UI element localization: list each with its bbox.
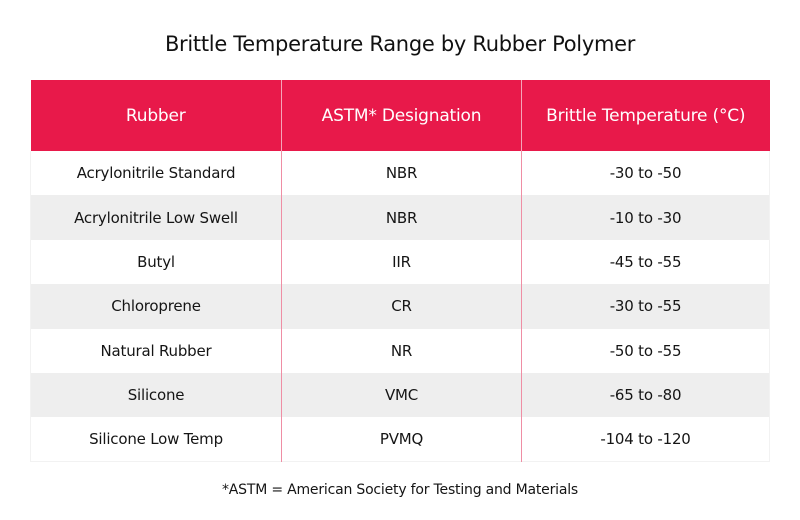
cell-temperature: -10 to -30 bbox=[521, 195, 770, 240]
cell-astm: IIR bbox=[281, 239, 522, 285]
cell-rubber: Acrylonitrile Low Swell bbox=[30, 195, 282, 240]
cell-rubber: Natural Rubber bbox=[30, 328, 282, 373]
cell-astm: VMC bbox=[281, 372, 522, 418]
footnote: *ASTM = American Society for Testing and… bbox=[221, 482, 578, 498]
cell-astm: NBR bbox=[281, 151, 522, 196]
cell-astm: CR bbox=[281, 284, 522, 329]
cell-astm: PVMQ bbox=[281, 417, 522, 462]
cell-temperature: -45 to -55 bbox=[521, 239, 770, 285]
column-header-astm-designation: ASTM* Designation bbox=[281, 80, 522, 151]
header-row: Rubber ASTM* Designation Brittle Tempera… bbox=[30, 80, 770, 151]
table-header: Rubber ASTM* Designation Brittle Tempera… bbox=[30, 80, 770, 151]
cell-temperature: -65 to -80 bbox=[521, 372, 770, 418]
table-row: Butyl IIR -45 to -55 bbox=[30, 239, 770, 285]
page-title: Brittle Temperature Range by Rubber Poly… bbox=[164, 32, 636, 56]
brittle-temperature-table: Rubber ASTM* Designation Brittle Tempera… bbox=[30, 80, 770, 462]
cell-temperature: -30 to -50 bbox=[521, 151, 770, 196]
cell-rubber: Butyl bbox=[30, 239, 282, 285]
cell-temperature: -30 to -55 bbox=[521, 284, 770, 329]
table-body: Acrylonitrile Standard NBR -30 to -50 Ac… bbox=[30, 151, 770, 462]
table-row: Acrylonitrile Low Swell NBR -10 to -30 bbox=[30, 195, 770, 240]
column-header-rubber: Rubber bbox=[30, 80, 282, 151]
table-row: Acrylonitrile Standard NBR -30 to -50 bbox=[30, 151, 770, 196]
table-row: Natural Rubber NR -50 to -55 bbox=[30, 328, 770, 373]
cell-rubber: Silicone bbox=[30, 372, 282, 418]
cell-astm: NBR bbox=[281, 195, 522, 240]
cell-rubber: Chloroprene bbox=[30, 284, 282, 329]
table-row: Silicone Low Temp PVMQ -104 to -120 bbox=[30, 417, 770, 462]
cell-rubber: Acrylonitrile Standard bbox=[30, 151, 282, 196]
cell-temperature: -50 to -55 bbox=[521, 328, 770, 373]
cell-astm: NR bbox=[281, 328, 522, 373]
column-header-brittle-temperature: Brittle Temperature (°C) bbox=[521, 80, 770, 151]
cell-rubber: Silicone Low Temp bbox=[30, 417, 282, 462]
table-row: Chloroprene CR -30 to -55 bbox=[30, 284, 770, 329]
table-row: Silicone VMC -65 to -80 bbox=[30, 372, 770, 418]
cell-temperature: -104 to -120 bbox=[521, 417, 770, 462]
